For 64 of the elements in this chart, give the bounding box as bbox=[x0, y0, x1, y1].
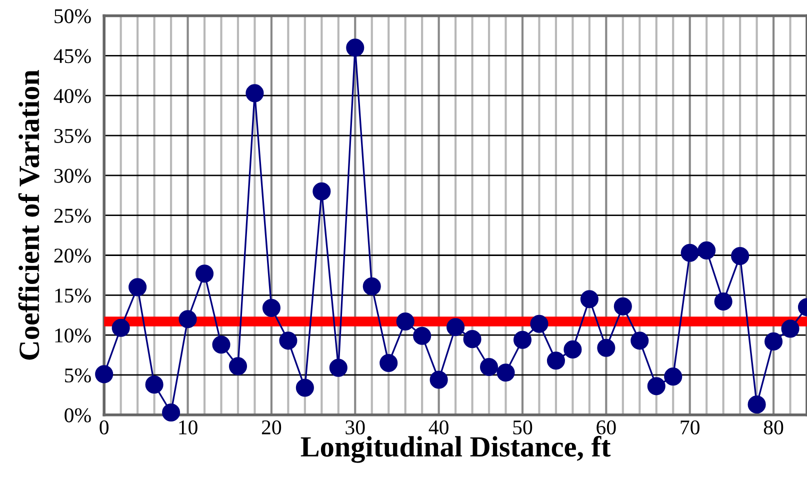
point bbox=[614, 297, 632, 316]
point bbox=[396, 312, 414, 331]
point bbox=[480, 358, 498, 376]
point bbox=[228, 357, 248, 376]
point bbox=[731, 247, 750, 266]
point bbox=[346, 38, 364, 57]
y-tick-label: 45% bbox=[54, 49, 91, 64]
point bbox=[530, 314, 548, 333]
y-tick-label: 5% bbox=[65, 368, 91, 382]
point bbox=[764, 332, 783, 350]
point bbox=[128, 278, 147, 296]
point bbox=[262, 298, 280, 317]
y-tick-label: 40% bbox=[54, 88, 91, 104]
point bbox=[329, 358, 348, 377]
point bbox=[296, 378, 314, 397]
point bbox=[430, 370, 448, 389]
x-tick-label: 20 bbox=[262, 420, 282, 434]
point bbox=[95, 365, 114, 384]
x-tick-label: 70 bbox=[680, 420, 700, 434]
point bbox=[580, 290, 598, 308]
point bbox=[178, 310, 197, 328]
point bbox=[748, 396, 766, 414]
point bbox=[246, 84, 264, 102]
x-axis-title: Longitudinal Distance, ft bbox=[300, 436, 611, 463]
point bbox=[413, 326, 432, 345]
point bbox=[781, 320, 800, 338]
point bbox=[496, 364, 515, 382]
point bbox=[362, 277, 381, 296]
point bbox=[714, 292, 732, 311]
point bbox=[312, 182, 331, 200]
x-tick-label: 80 bbox=[764, 420, 784, 434]
point bbox=[112, 318, 130, 337]
point bbox=[380, 354, 398, 372]
x-tick-label: 30 bbox=[346, 420, 365, 434]
y-tick-label: 15% bbox=[55, 288, 91, 303]
point bbox=[279, 332, 298, 350]
point bbox=[630, 332, 649, 350]
y-tick-label: 10% bbox=[55, 328, 91, 343]
x-tick-label: 60 bbox=[596, 420, 616, 434]
point bbox=[564, 340, 582, 358]
point bbox=[597, 338, 616, 357]
y-axis-title: Coefficient of Variation bbox=[18, 70, 40, 360]
point bbox=[647, 377, 666, 396]
point bbox=[513, 330, 532, 349]
point bbox=[546, 352, 565, 370]
x-tick-label: 10 bbox=[179, 420, 198, 434]
point bbox=[463, 330, 482, 348]
y-tick-label: 35% bbox=[54, 128, 91, 144]
x-tick-label: 50 bbox=[513, 420, 532, 434]
x-tick-label: 0 bbox=[100, 420, 109, 434]
point bbox=[446, 318, 465, 336]
point bbox=[698, 241, 716, 260]
y-tick-label: 25% bbox=[54, 208, 91, 223]
point bbox=[145, 376, 164, 394]
point bbox=[680, 244, 699, 262]
y-tick-label: 30% bbox=[54, 168, 91, 183]
point bbox=[162, 403, 180, 422]
point bbox=[195, 264, 214, 283]
y-tick-label: 0% bbox=[64, 408, 91, 422]
y-tick-label: 20% bbox=[54, 248, 91, 263]
y-tick-label: 50% bbox=[54, 9, 91, 24]
x-tick-label: 40 bbox=[428, 420, 448, 434]
point bbox=[664, 368, 682, 386]
point bbox=[212, 336, 230, 354]
